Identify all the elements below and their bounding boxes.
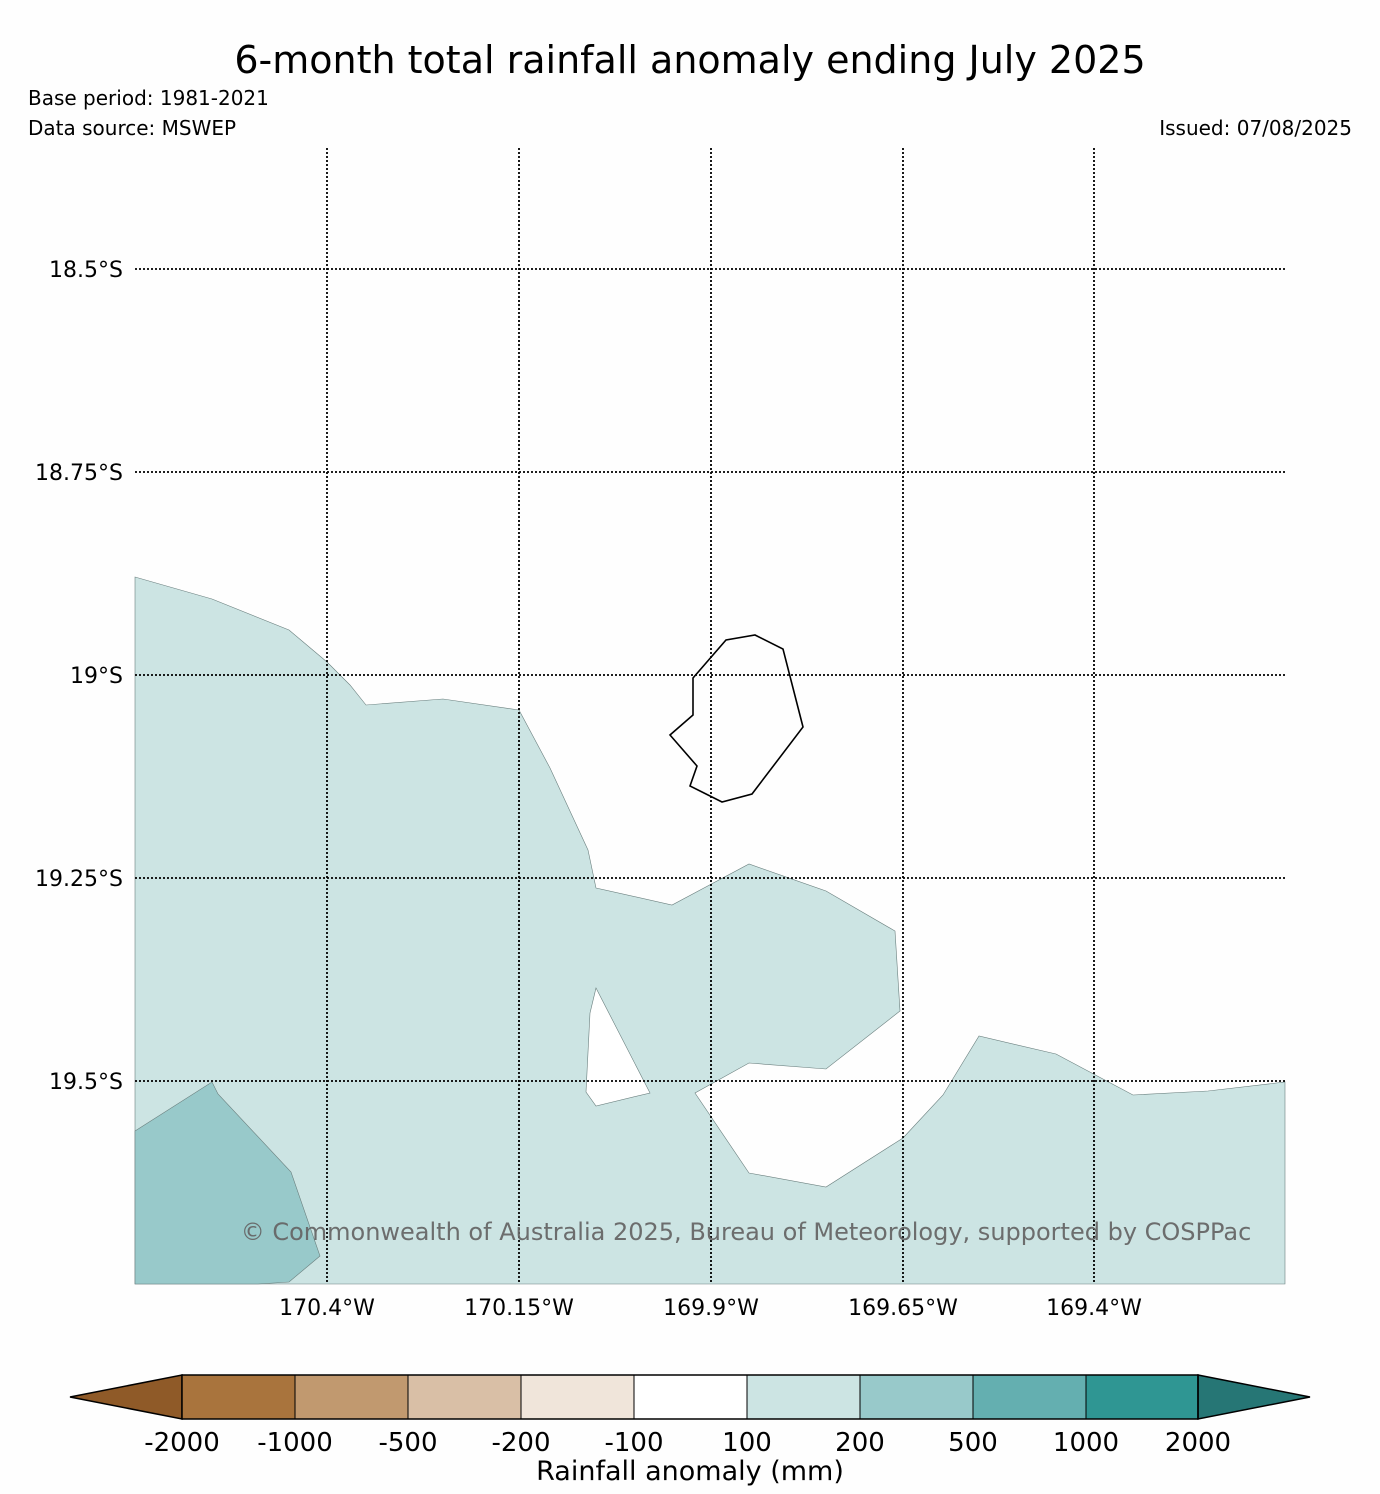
lon-label: 169.4°W bbox=[1046, 1296, 1142, 1321]
colorbar-tick-label: 2000 bbox=[1165, 1428, 1231, 1458]
issued-date-label: Issued: 07/08/2025 bbox=[1159, 116, 1352, 140]
colorbar-extend-max bbox=[1197, 1374, 1311, 1420]
colorbar-tick-label: 200 bbox=[835, 1428, 885, 1458]
colorbar-bin bbox=[746, 1374, 861, 1420]
anomaly-region-100-200 bbox=[134, 576, 1286, 1285]
colorbar-outline bbox=[181, 1374, 1199, 1420]
colorbar-label: Rainfall anomaly (mm) bbox=[536, 1456, 844, 1487]
colorbar-bin bbox=[181, 1374, 296, 1420]
colorbar-bin bbox=[1085, 1374, 1199, 1420]
lon-label: 170.15°W bbox=[464, 1296, 574, 1321]
colorbar: -2000 -1000 -500 -200 -100 100 200 500 1… bbox=[69, 1374, 1311, 1487]
anomaly-region-200-500 bbox=[134, 1081, 321, 1285]
colorbar-tick-label: 1000 bbox=[1053, 1428, 1119, 1458]
lon-label: 169.65°W bbox=[848, 1296, 958, 1321]
map-title: 6-month total rainfall anomaly ending Ju… bbox=[234, 38, 1146, 82]
colorbar-tick-label: 100 bbox=[722, 1428, 772, 1458]
lon-label: 169.9°W bbox=[663, 1296, 759, 1321]
map-panel: 18.5°S 18.75°S 19°S 19.25°S 19.5°S 170.4… bbox=[35, 148, 1286, 1321]
lat-label: 19°S bbox=[70, 664, 123, 689]
colorbar-bin bbox=[294, 1374, 409, 1420]
lon-label: 170.4°W bbox=[279, 1296, 375, 1321]
data-source-label: Data source: MSWEP bbox=[28, 116, 237, 140]
longitude-gridlines bbox=[326, 148, 1095, 1284]
colorbar-tick-label: -100 bbox=[604, 1428, 663, 1458]
colorbar-bin bbox=[633, 1374, 748, 1420]
colorbar-tick-label: -1000 bbox=[257, 1428, 333, 1458]
colorbar-tick-label: -500 bbox=[378, 1428, 437, 1458]
colorbar-bin bbox=[859, 1374, 974, 1420]
colorbar-bin bbox=[972, 1374, 1087, 1420]
island-outline bbox=[668, 634, 804, 803]
copyright-watermark: © Commonwealth of Australia 2025, Bureau… bbox=[241, 1218, 1252, 1246]
colorbar-extend-min bbox=[69, 1374, 183, 1420]
base-period-label: Base period: 1981-2021 bbox=[28, 86, 269, 110]
colorbar-bin bbox=[520, 1374, 635, 1420]
colorbar-tick-label: -2000 bbox=[144, 1428, 220, 1458]
neutral-anomaly-patch bbox=[585, 987, 651, 1107]
lat-label: 19.5°S bbox=[49, 1070, 123, 1095]
lat-label: 18.75°S bbox=[35, 461, 123, 486]
colorbar-tick-label: -200 bbox=[491, 1428, 550, 1458]
lat-label: 19.25°S bbox=[35, 867, 123, 892]
lat-label: 18.5°S bbox=[49, 258, 123, 283]
colorbar-tick-label: 500 bbox=[948, 1428, 998, 1458]
colorbar-bin bbox=[407, 1374, 522, 1420]
